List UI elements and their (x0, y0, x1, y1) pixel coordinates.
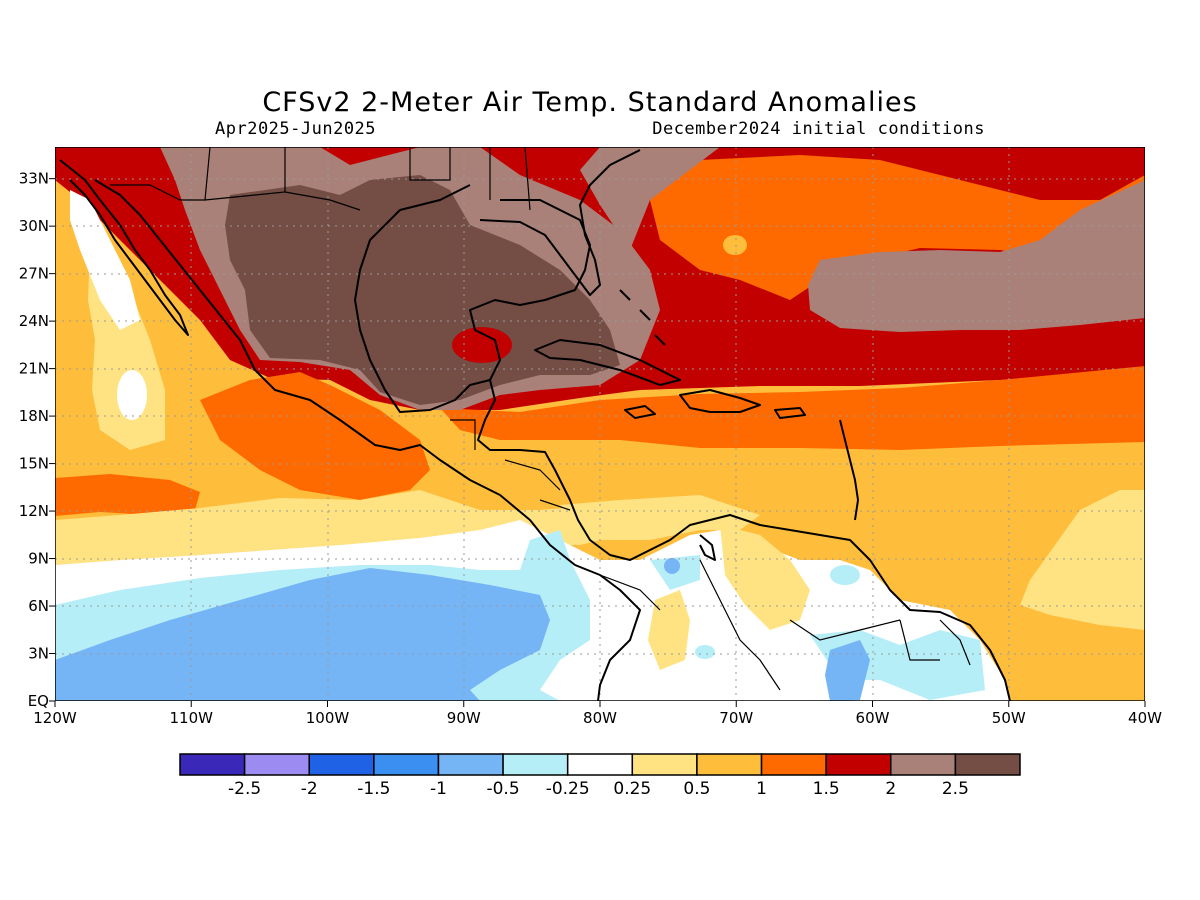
lat-tick-label: 3N (28, 645, 49, 663)
lon-tick-label: 70W (719, 709, 753, 727)
field-yellow-atl-south (1020, 490, 1145, 630)
colorbar-label: -0.5 (486, 779, 519, 799)
colorbar-label: 1.5 (813, 779, 840, 799)
field-orange-spot (723, 235, 747, 255)
lat-tick-label: 27N (19, 265, 49, 283)
field-yellow-pac-coast (55, 490, 700, 565)
country-borders (110, 147, 971, 691)
lat-tick-label: 24N (19, 312, 49, 330)
lon-tick-label: 50W (992, 709, 1026, 727)
colorbar-label: -2 (301, 779, 318, 799)
field-white-spot (117, 370, 147, 420)
field-brown-atl (808, 180, 1145, 332)
lon-tick-label: 100W (306, 709, 350, 727)
initial-conditions-subtitle: December2024 initial conditions (652, 119, 985, 139)
colorbar-swatch (243, 753, 310, 776)
field-white-baja (70, 190, 140, 330)
colorbar-label: 1 (756, 779, 767, 799)
colorbar: -2.5 -2 -1.5 -1 -0.5 -0.25 0.25 0.5 1 1.5 2 2.5 (179, 753, 1021, 799)
lon-tick-label: 80W (583, 709, 617, 727)
figure-title: CFSv2 2-Meter Air Temp. Standard Anomali… (262, 87, 917, 118)
colorbar-label: 2 (885, 779, 896, 799)
lon-axis: 120W 110W 100W 90W 80W 70W 60W 50W 40W (33, 701, 1162, 727)
field-yellow-caribsa (560, 495, 760, 540)
lat-tick-label: 30N (19, 217, 49, 235)
field-darkorange-westpac (55, 474, 200, 516)
field-blue-pac (55, 568, 550, 701)
colorbar-swatch (631, 753, 698, 776)
period-subtitle: Apr2025-Jun2025 (215, 119, 376, 139)
colorbar-swatch (890, 753, 957, 776)
lat-tick-label: 15N (19, 455, 49, 473)
colorbar-swatch (566, 753, 634, 776)
lat-tick-label: 12N (19, 502, 49, 520)
lat-axis: 33N 30N 27N 24N 21N 18N 15N 12N 9N 6N 3N EQ (19, 170, 55, 710)
colorbar-label: 2.5 (942, 779, 969, 799)
colorbar-label: 0.5 (683, 779, 710, 799)
field-darkbrown-gulf (225, 175, 620, 405)
field-red-spot (452, 327, 512, 363)
field-yellow-venz (720, 525, 810, 630)
lat-tick-label: 9N (28, 550, 49, 568)
colorbar-swatch (696, 753, 763, 776)
colorbar-swatch (954, 753, 1021, 776)
colorbar-label: 0.25 (613, 779, 651, 799)
colorbar-swatch (437, 753, 504, 776)
colorbar-label: -1.5 (357, 779, 390, 799)
colorbar-swatch (179, 753, 246, 776)
colorbar-swatch (760, 753, 827, 776)
colorbar-swatch (373, 753, 440, 776)
lat-tick-label: 6N (28, 597, 49, 615)
lon-tick-label: 60W (856, 709, 890, 727)
colorbar-swatch (502, 753, 569, 776)
field-blue-amazon (825, 640, 870, 701)
field-yellow-colombia (648, 590, 690, 670)
anomaly-field (55, 147, 1145, 701)
field-blue-venz-spot (664, 558, 680, 574)
colorbar-label: -2.5 (228, 779, 261, 799)
lat-tick-label: 33N (19, 170, 49, 188)
lon-tick-label: 40W (1128, 709, 1162, 727)
colorbar-swatch (825, 753, 892, 776)
field-darkorange-mexico (200, 372, 430, 500)
field-lightblue-spot2 (695, 645, 715, 659)
lat-tick-label: 21N (19, 360, 49, 378)
colorbar-label: -1 (430, 779, 447, 799)
lat-tick-label: 18N (19, 407, 49, 425)
lon-tick-label: 120W (33, 709, 77, 727)
lon-tick-label: 90W (447, 709, 481, 727)
colorbar-swatch (308, 753, 375, 776)
field-lightblue-spot (830, 565, 860, 585)
field-brown-ne (580, 147, 720, 250)
colorbar-label: -0.25 (546, 779, 590, 799)
lon-tick-label: 110W (170, 709, 214, 727)
coastlines (59, 149, 1011, 701)
gridlines (55, 147, 1145, 701)
lat-tick-label: EQ (28, 692, 49, 710)
field-darkorange-atl (650, 155, 1145, 300)
